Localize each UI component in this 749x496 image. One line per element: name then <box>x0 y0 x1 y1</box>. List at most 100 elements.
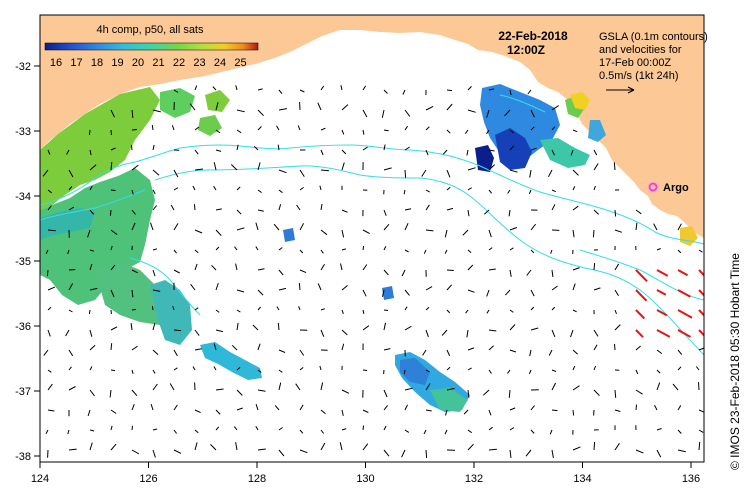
velocity-vector <box>467 86 472 91</box>
velocity-vector <box>614 209 617 217</box>
velocity-vector <box>110 229 118 236</box>
velocity-vector <box>320 308 325 311</box>
velocity-vector <box>653 223 658 231</box>
velocity-vector <box>486 309 490 314</box>
velocity-vector <box>404 289 410 296</box>
velocity-vector <box>278 247 283 251</box>
velocity-vector <box>383 309 389 311</box>
velocity-vector <box>278 169 287 174</box>
velocity-vector <box>320 442 326 451</box>
velocity-vector <box>131 345 138 351</box>
velocity-vector <box>509 129 514 134</box>
velocity-vector <box>698 441 701 451</box>
velocity-vector <box>194 168 203 171</box>
velocity-vector <box>404 429 410 433</box>
velocity-vector <box>530 306 535 311</box>
velocity-vector <box>255 404 259 411</box>
velocity-vector <box>317 283 322 291</box>
velocity-vector <box>173 269 180 274</box>
velocity-vector <box>551 189 557 193</box>
velocity-vector <box>572 409 575 416</box>
velocity-vector <box>509 247 514 251</box>
velocity-vector <box>89 442 93 451</box>
velocity-vector <box>527 89 532 95</box>
colorbar-tick-label: 19 <box>111 57 123 69</box>
velocity-vector <box>593 287 601 291</box>
velocity-vector <box>47 409 55 412</box>
velocity-vector <box>672 383 679 391</box>
velocity-vector <box>235 85 238 91</box>
y-axis: -32 -33 -34 -35 -36 -37 -38 <box>15 61 40 463</box>
velocity-vector <box>362 409 369 413</box>
velocity-vector <box>110 289 115 298</box>
velocity-vector <box>278 449 285 457</box>
colorbar-tick-label: 18 <box>91 57 103 69</box>
velocity-vector <box>340 263 343 271</box>
velocity-vector <box>299 367 304 371</box>
velocity-vector <box>488 88 495 91</box>
velocity-vector <box>614 309 617 314</box>
velocity-vector <box>257 306 261 311</box>
velocity-vector <box>278 189 283 194</box>
velocity-vector <box>215 329 224 333</box>
velocity-vector <box>404 109 411 117</box>
sst-patches <box>40 84 698 412</box>
velocity-vector <box>236 186 241 191</box>
velocity-vector <box>530 289 535 297</box>
velocity-vector <box>192 366 196 371</box>
velocity-vector <box>488 329 497 332</box>
velocity-vector <box>257 126 262 131</box>
velocity-vector <box>362 289 367 297</box>
velocity-vector <box>362 309 365 315</box>
velocity-vector <box>89 366 93 371</box>
velocity-vector <box>593 185 596 191</box>
velocity-vector <box>194 348 202 351</box>
velocity-vector <box>467 187 472 191</box>
velocity-vector <box>528 189 532 195</box>
velocity-vector <box>362 129 365 135</box>
velocity-vector <box>257 369 262 373</box>
strong-velocity-vector <box>677 289 691 298</box>
velocity-vector <box>362 325 370 331</box>
velocity-vector <box>319 185 322 191</box>
velocity-vector <box>401 449 406 458</box>
velocity-vector <box>110 162 113 171</box>
velocity-vector <box>194 85 198 91</box>
velocity-vector <box>150 222 154 231</box>
velocity-vector <box>278 108 287 111</box>
strong-velocity-vector <box>677 309 693 319</box>
colorbar-tick-label: 25 <box>234 57 246 69</box>
velocity-vector <box>592 229 595 238</box>
velocity-vector <box>488 345 494 351</box>
velocity-vector <box>152 383 158 391</box>
velocity-vector <box>189 103 196 111</box>
velocity-vector <box>299 169 305 177</box>
velocity-vector <box>404 404 408 411</box>
velocity-vector <box>152 428 158 431</box>
velocity-vector <box>339 442 343 451</box>
strong-velocity-vector <box>656 329 671 338</box>
velocity-vector <box>530 126 535 131</box>
velocity-vector <box>65 329 70 337</box>
argo-marker <box>648 182 658 192</box>
velocity-vector <box>635 209 642 215</box>
velocity-vector <box>235 263 238 271</box>
velocity-vector <box>488 149 495 152</box>
velocity-vector <box>593 389 600 397</box>
legend-line-2: and velocities for <box>599 44 682 56</box>
velocity-vector <box>152 449 156 458</box>
velocity-vector <box>152 205 157 211</box>
colorbar-tick-label: 17 <box>70 57 82 69</box>
velocity-vector <box>230 164 238 171</box>
velocity-vector <box>130 323 133 331</box>
velocity-vector <box>236 209 242 215</box>
velocity-vector <box>212 86 217 91</box>
gsla-contours <box>40 94 704 356</box>
velocity-vector <box>152 144 155 151</box>
velocity-vector <box>488 189 493 194</box>
time-label: 12:00Z <box>507 43 545 57</box>
velocity-vector <box>257 343 261 351</box>
velocity-vector <box>296 204 301 211</box>
strong-velocity-vector <box>698 309 704 317</box>
velocity-vector <box>215 129 221 134</box>
